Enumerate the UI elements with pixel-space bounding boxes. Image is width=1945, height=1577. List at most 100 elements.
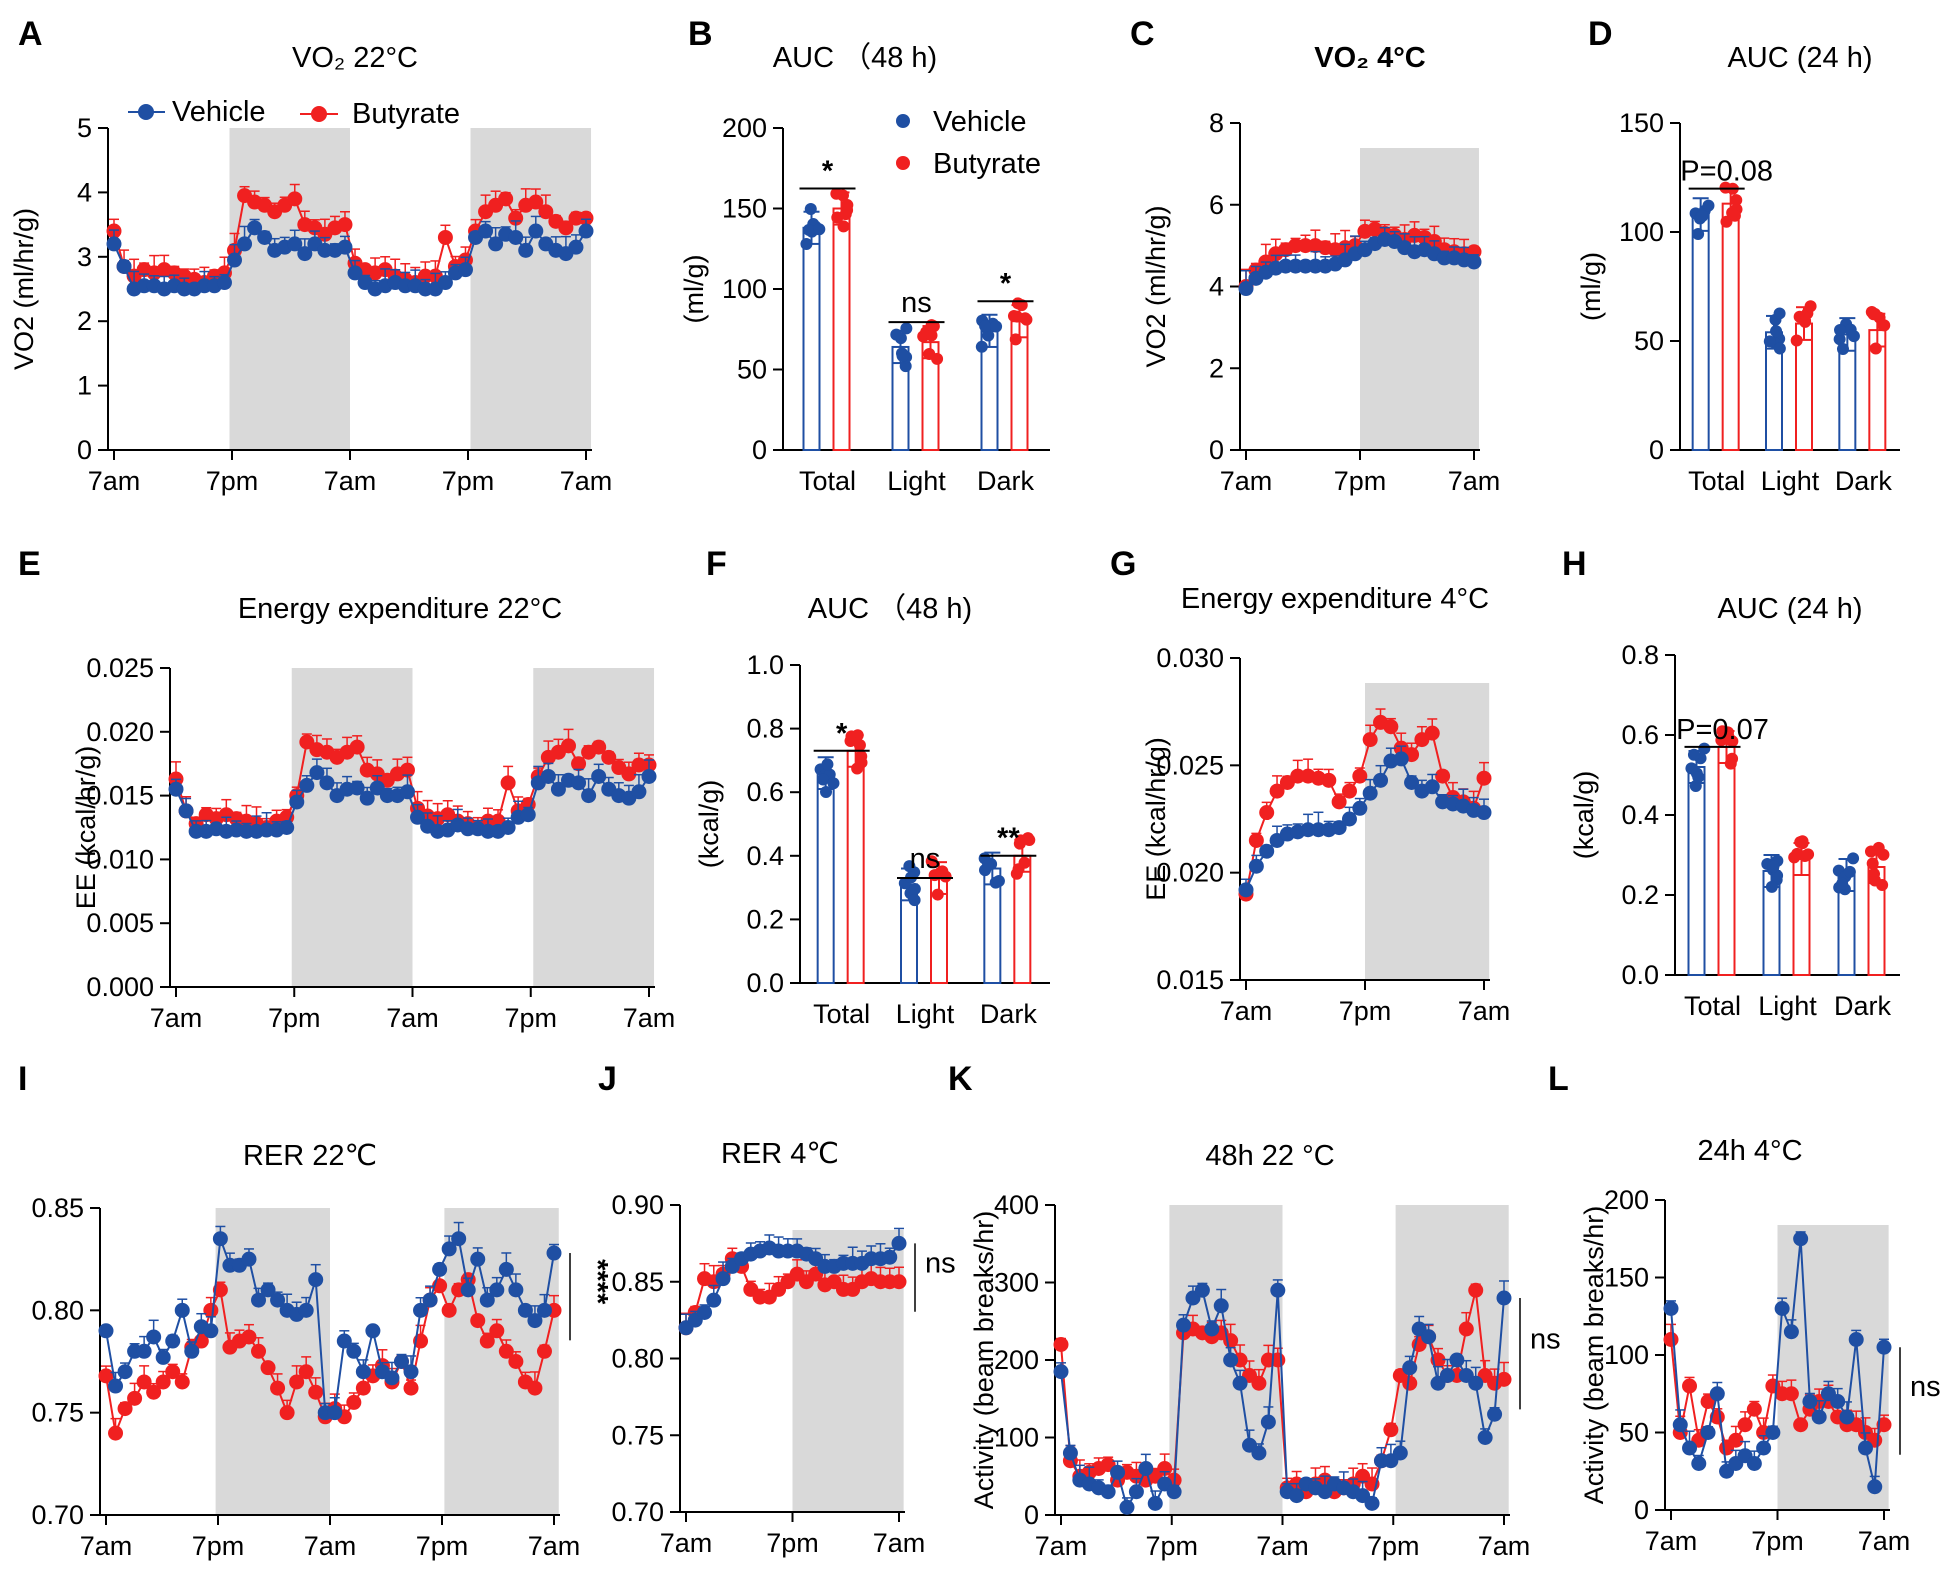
data-point: [528, 194, 544, 210]
data-point: [1147, 1495, 1163, 1511]
data-point: [309, 765, 325, 781]
significance-label: P=0.08: [1680, 156, 1773, 188]
data-point: [117, 1401, 133, 1417]
category-total: [799, 187, 856, 451]
data-point: [393, 1354, 409, 1369]
y-axis-label: Activity (beam breaks/hr): [969, 1211, 999, 1510]
data-point: [327, 1405, 343, 1421]
data-point: [470, 1313, 486, 1329]
data-point: [1836, 877, 1849, 890]
data-point: [287, 191, 303, 207]
data-point: [488, 236, 504, 252]
data-point: [1393, 751, 1409, 767]
panel-letter: I: [18, 1060, 27, 1098]
data-point: [1724, 757, 1737, 770]
data-point: [308, 1272, 324, 1288]
data-point: [251, 1292, 267, 1308]
category-light: [1763, 300, 1817, 451]
significance-label: *: [822, 156, 834, 188]
panel-letter: G: [1110, 545, 1136, 583]
data-point: [500, 820, 516, 835]
legend-label-butyrate: Butyrate: [933, 148, 1041, 180]
data-point: [203, 1302, 219, 1318]
data-point: [517, 1302, 533, 1318]
data-point: [981, 859, 994, 872]
data-point: [1773, 342, 1786, 355]
data-point: [931, 352, 944, 365]
data-point: [538, 204, 554, 220]
y-tick-label: 2: [77, 306, 92, 336]
x-tick-label: Total: [813, 999, 870, 1029]
y-tick-label: 1: [77, 371, 92, 401]
data-point: [1424, 779, 1440, 795]
y-tick-label: 0.000: [86, 972, 154, 1002]
significance-label: P=0.07: [1676, 714, 1769, 746]
x-tick-label: 7pm: [192, 1531, 245, 1561]
data-point: [1053, 1364, 1069, 1380]
data-point: [106, 236, 122, 252]
y-axis-label: (kcal/g): [694, 780, 724, 869]
data-point: [1232, 1375, 1248, 1391]
data-point: [155, 1349, 171, 1365]
y-tick-label: 300: [994, 1268, 1039, 1298]
data-point: [1869, 342, 1882, 355]
data-point: [591, 739, 607, 755]
x-tick-label: 7pm: [1339, 996, 1392, 1026]
data-point: [841, 199, 854, 212]
x-tick-label: 7pm: [268, 1003, 321, 1033]
y-tick-label: 100: [722, 274, 767, 304]
data-point: [1834, 323, 1847, 336]
data-point: [1248, 858, 1264, 874]
data-point: [931, 888, 944, 901]
data-point: [432, 1261, 448, 1277]
data-point: [500, 775, 516, 791]
data-point: [260, 1360, 276, 1376]
panel-H: 0.0 0.2 0.4 0.6 0.8 Total P=0.07 Light Dark (kcal…: [1562, 545, 1900, 1021]
y-tick-label: 4: [77, 177, 92, 207]
data-point: [1392, 1445, 1408, 1461]
dark-period: [291, 668, 413, 987]
legend: Vehicle Butyrate: [128, 96, 460, 130]
data-point: [184, 1343, 200, 1359]
x-tick-label: Light: [1758, 991, 1817, 1021]
data-point: [359, 790, 375, 806]
dark-period: [1777, 1225, 1889, 1510]
data-point: [571, 775, 587, 791]
y-tick-label: 150: [722, 194, 767, 224]
panel-C: 0 2 4 6 8 7am 7pm 7am VO2 (ml/hr/g) C VO₂ 4°C: [1130, 15, 1500, 496]
data-point: [1702, 199, 1715, 212]
data-point: [1773, 307, 1786, 320]
series-vehicle: [168, 758, 657, 839]
data-point: [1663, 1332, 1679, 1347]
panel-I: 0.70 0.75 0.80 0.85 7am 7pm 7am 7pm 7am **** I RER …: [18, 1060, 613, 1561]
y-tick-label: 0.70: [611, 1497, 664, 1527]
data-point: [817, 773, 830, 786]
data-point: [1238, 882, 1254, 898]
data-point: [470, 1251, 486, 1267]
data-point: [1783, 1386, 1799, 1402]
data-point: [1009, 333, 1022, 346]
data-point: [479, 1333, 495, 1349]
data-point: [546, 1245, 562, 1261]
data-point: [399, 784, 415, 800]
y-tick-label: 150: [1604, 1263, 1649, 1293]
data-point: [1402, 1360, 1418, 1376]
data-point: [237, 236, 253, 252]
data-point: [227, 252, 243, 268]
y-tick-label: 0.005: [86, 908, 154, 938]
data-point: [437, 275, 453, 291]
x-tick-label: Dark: [1834, 991, 1892, 1021]
x-tick-label: 7am: [1220, 996, 1273, 1026]
x-tick-label: Total: [1688, 466, 1745, 496]
data-point: [1843, 865, 1856, 878]
y-tick-label: 0: [77, 435, 92, 465]
significance-label: *: [1000, 268, 1012, 300]
data-point: [136, 1343, 152, 1359]
data-point: [1204, 1321, 1220, 1337]
data-point: [478, 223, 494, 239]
y-tick-label: 0.75: [31, 1398, 84, 1428]
category-light: [897, 855, 953, 984]
y-tick-label: 200: [994, 1345, 1039, 1375]
data-point: [813, 223, 826, 236]
data-point: [1223, 1352, 1239, 1368]
